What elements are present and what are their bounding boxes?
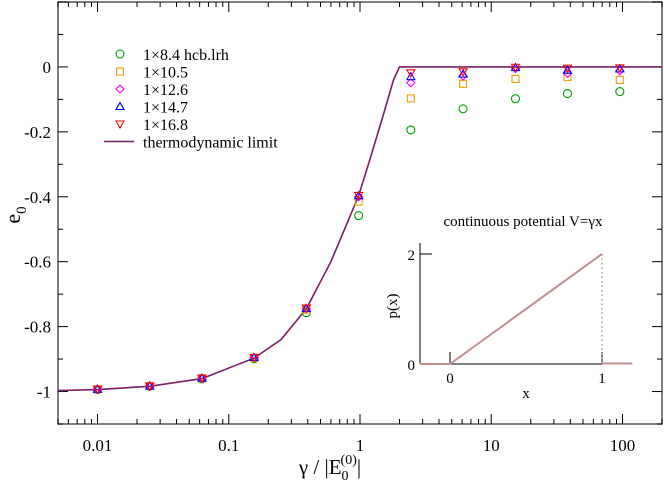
legend-marker-circle: [115, 49, 125, 59]
x-tick-label: 100: [610, 436, 636, 455]
data-point-triangle-up: [405, 71, 416, 81]
data-point-triangle-down: [614, 64, 625, 74]
data-point-triangle-up: [458, 68, 469, 78]
x-tick-label: 0.01: [83, 436, 113, 455]
data-point-circle: [406, 125, 416, 135]
inset-y-tick-label: 0: [408, 358, 416, 374]
x-tick-label: 0.1: [218, 436, 239, 455]
data-point-square: [406, 94, 415, 103]
y-tick-label: -0.8: [24, 318, 51, 337]
inset-x-tick-label: 1: [598, 371, 606, 387]
x-axis-label: γ / |E0(0)|: [298, 453, 361, 482]
thermodynamic-limit-line: [57, 66, 662, 392]
x-tick-label: 1: [356, 436, 365, 455]
data-point-circle: [562, 88, 573, 99]
y-tick-label: 0: [43, 58, 52, 77]
legend-label: thermodynamic limit: [143, 135, 278, 152]
legend-marker-square: [115, 67, 125, 76]
y-axis-label: e0: [0, 206, 30, 223]
legend-label: 1×14.7: [143, 100, 188, 117]
data-point-triangle-down: [301, 304, 312, 314]
inset-y-tick-label: 2: [408, 248, 416, 264]
data-point-triangle-down: [353, 191, 364, 201]
legend-label: 1×16.8: [143, 117, 188, 134]
data-point-triangle-down: [249, 353, 260, 363]
inset-y-label: p(x): [385, 294, 401, 319]
data-point-square: [459, 79, 468, 88]
legend: 1×8.4 hcb.lrh1×10.51×12.61×14.71×16.8the…: [104, 47, 278, 152]
data-point-diamond: [562, 68, 573, 79]
data-point-circle: [354, 211, 364, 221]
x-tick-label: 10: [483, 436, 500, 455]
y-tick-label: -1: [37, 383, 51, 402]
y-tick-label: -0.6: [24, 253, 51, 272]
data-point-triangle-down: [510, 63, 521, 73]
data-point-diamond: [406, 78, 416, 88]
data-point-triangle-down: [405, 69, 416, 78]
data-point-circle: [510, 94, 521, 104]
data-point-triangle-down: [144, 382, 155, 392]
data-point-circle: [458, 104, 468, 114]
data-point-square: [615, 75, 624, 84]
legend-label: 1×8.4 hcb.lrh: [143, 47, 229, 64]
data-point-square: [511, 74, 520, 83]
inset-title: continuous potential V=γx: [444, 214, 603, 230]
data-point-circle: [615, 87, 625, 97]
legend-marker-triangle-down: [115, 120, 125, 130]
inset-plot: 0 1 0 2 continuous potential V=γx x p(x): [385, 214, 633, 402]
y-tick-label: -0.4: [24, 188, 51, 207]
legend-marker-diamond: [115, 84, 125, 94]
legend-marker-triangle-up: [115, 101, 125, 111]
legend-label: 1×12.6: [143, 82, 188, 99]
data-point-triangle-down: [197, 374, 207, 384]
data-point-square: [354, 197, 363, 206]
y-tick-label: -0.2: [24, 123, 51, 142]
data-point-triangle-down: [458, 68, 469, 77]
inset-x-label: x: [522, 386, 530, 402]
data-point-triangle-down: [562, 64, 573, 74]
data-point-triangle-down: [92, 385, 103, 395]
legend-label: 1×10.5: [143, 65, 188, 82]
inset-x-tick-label: 0: [446, 371, 454, 387]
inset-density-line: [419, 253, 603, 365]
